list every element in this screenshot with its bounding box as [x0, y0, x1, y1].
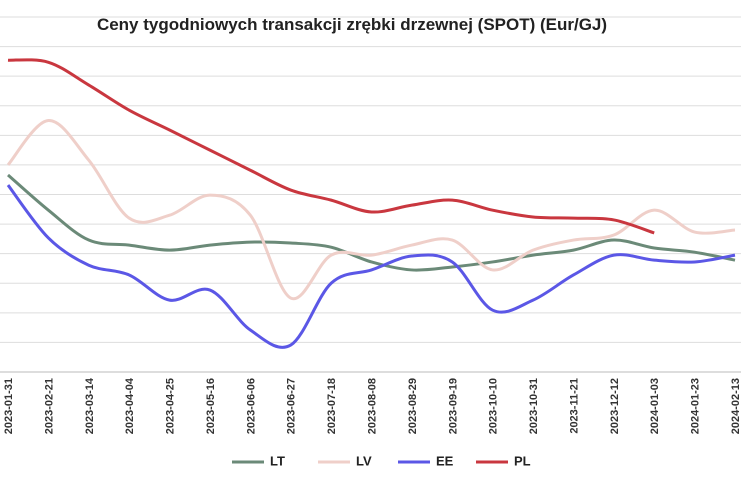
x-tick-label: 2024-01-23: [690, 378, 702, 434]
x-tick-label: 2023-04-04: [124, 377, 136, 434]
x-tick-label: 2023-05-16: [205, 378, 217, 434]
x-tick-label: 2023-10-10: [488, 378, 500, 434]
x-tick-label: 2023-06-27: [286, 378, 298, 434]
series-line: [6, 119, 736, 301]
x-tick-label: 2023-09-19: [447, 378, 459, 434]
x-tick-label: 2024-02-13: [730, 378, 741, 434]
legend-label: EE: [436, 453, 454, 468]
x-tick-label: 2023-06-06: [245, 378, 257, 434]
x-tick-label: 2023-03-14: [84, 377, 96, 434]
x-tick-label: 2023-02-21: [43, 378, 55, 434]
x-tick-label: 2023-07-18: [326, 378, 338, 434]
series-line: [7, 58, 655, 235]
x-tick-label: 2024-01-03: [649, 378, 661, 434]
legend-label: LT: [270, 453, 285, 468]
series-line: [6, 184, 736, 349]
x-tick-label: 2023-08-29: [407, 378, 419, 434]
x-tick-label: 2023-08-08: [367, 378, 379, 434]
x-tick-label: 2023-11-21: [568, 378, 580, 434]
x-tick-label: 2023-04-25: [165, 378, 177, 434]
x-tick-label: 2023-12-12: [609, 378, 621, 434]
legend-label: PL: [514, 453, 531, 468]
series-line: [7, 173, 736, 272]
chart-title: Ceny tygodniowych transakcji zrębki drze…: [97, 15, 607, 34]
x-tick-label: 2023-01-31: [3, 378, 15, 434]
legend-label: LV: [356, 453, 372, 468]
x-tick-label: 2023-10-31: [528, 378, 540, 434]
